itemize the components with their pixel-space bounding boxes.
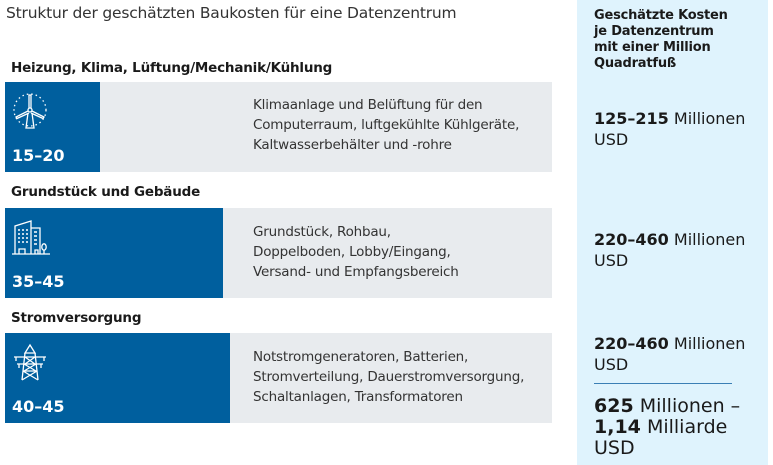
power-tower-icon bbox=[14, 343, 46, 381]
desc-line: Notstromgeneratoren, Batterien, bbox=[253, 349, 469, 365]
desc-line: Klimaanlage und Belüftung für den bbox=[253, 97, 483, 113]
cost-unit: Millionen bbox=[673, 334, 746, 353]
panel-heading: Geschätzte Kosten je Datenzentrum mit ei… bbox=[594, 8, 728, 72]
total-bold: 625 bbox=[594, 395, 634, 417]
desc-line: Versand- und Empfangsbereich bbox=[253, 264, 459, 280]
bar-hvac: 15–20 bbox=[5, 82, 100, 172]
building-icon bbox=[12, 220, 50, 255]
cost-power: 220–460 Millionen USD bbox=[594, 333, 745, 375]
panel-heading-line: Quadratfuß bbox=[594, 56, 677, 71]
page-title: Struktur der geschätzten Baukosten für e… bbox=[6, 4, 457, 22]
panel-heading-line: mit einer Million bbox=[594, 40, 711, 55]
cost-unit: Millionen bbox=[673, 230, 746, 249]
total-text: Milliarde bbox=[646, 416, 728, 438]
cost-range: 125–215 bbox=[594, 109, 669, 128]
desc-line: Grundstück, Rohbau, bbox=[253, 224, 391, 240]
section-heading-hvac: Heizung, Klima, Lüftung/Mechanik/Kühlung bbox=[11, 60, 333, 76]
description: Notstromgeneratoren, Batterien, Stromver… bbox=[253, 347, 524, 407]
cost-currency: USD bbox=[594, 251, 629, 270]
total-bold: 1,14 bbox=[594, 416, 641, 438]
panel-heading-line: je Datenzentrum bbox=[594, 24, 714, 39]
range-value: 40–45 bbox=[12, 397, 65, 416]
section-heading-building: Grundstück und Gebäude bbox=[11, 184, 201, 200]
desc-line: Schaltanlagen, Transformatoren bbox=[253, 389, 463, 405]
range-value: 35–45 bbox=[12, 272, 65, 291]
total-text: Millionen – bbox=[639, 395, 741, 417]
row-building: 35–45 Grundstück, Rohbau, Doppelboden, L… bbox=[5, 208, 552, 298]
desc-line: Stromverteilung, Dauerstromversorgung, bbox=[253, 369, 525, 385]
desc-line: Computerraum, luftgekühlte Kühlgeräte, bbox=[253, 117, 520, 133]
row-power: 40–45 Notstromgeneratoren, Batterien, St… bbox=[5, 333, 552, 423]
wind-turbine-icon bbox=[13, 93, 47, 129]
desc-line: Doppelboden, Lobby/Eingang, bbox=[253, 244, 451, 260]
description: Grundstück, Rohbau, Doppelboden, Lobby/E… bbox=[253, 222, 459, 282]
desc-line: Kaltwasserbehälter und -rohre bbox=[253, 137, 452, 153]
panel-heading-line: Geschätzte Kosten bbox=[594, 8, 728, 23]
cost-currency: USD bbox=[594, 355, 629, 374]
divider bbox=[594, 383, 732, 384]
cost-panel: Geschätzte Kosten je Datenzentrum mit ei… bbox=[577, 0, 768, 465]
section-heading-power: Stromversorgung bbox=[11, 310, 142, 326]
total-cost: 625 Millionen – 1,14 Milliarde USD bbox=[594, 396, 740, 459]
bar-building: 35–45 bbox=[5, 208, 223, 298]
total-currency: USD bbox=[594, 437, 635, 459]
cost-range: 220–460 bbox=[594, 334, 669, 353]
description: Klimaanlage und Belüftung für den Comput… bbox=[253, 95, 519, 155]
bar-power: 40–45 bbox=[5, 333, 230, 423]
cost-range: 220–460 bbox=[594, 230, 669, 249]
cost-unit: Millionen bbox=[673, 109, 746, 128]
range-value: 15–20 bbox=[12, 146, 65, 165]
row-hvac: 15–20 Klimaanlage und Belüftung für den … bbox=[5, 82, 552, 172]
cost-currency: USD bbox=[594, 130, 629, 149]
cost-hvac: 125–215 Millionen USD bbox=[594, 108, 745, 150]
cost-building: 220–460 Millionen USD bbox=[594, 229, 745, 271]
